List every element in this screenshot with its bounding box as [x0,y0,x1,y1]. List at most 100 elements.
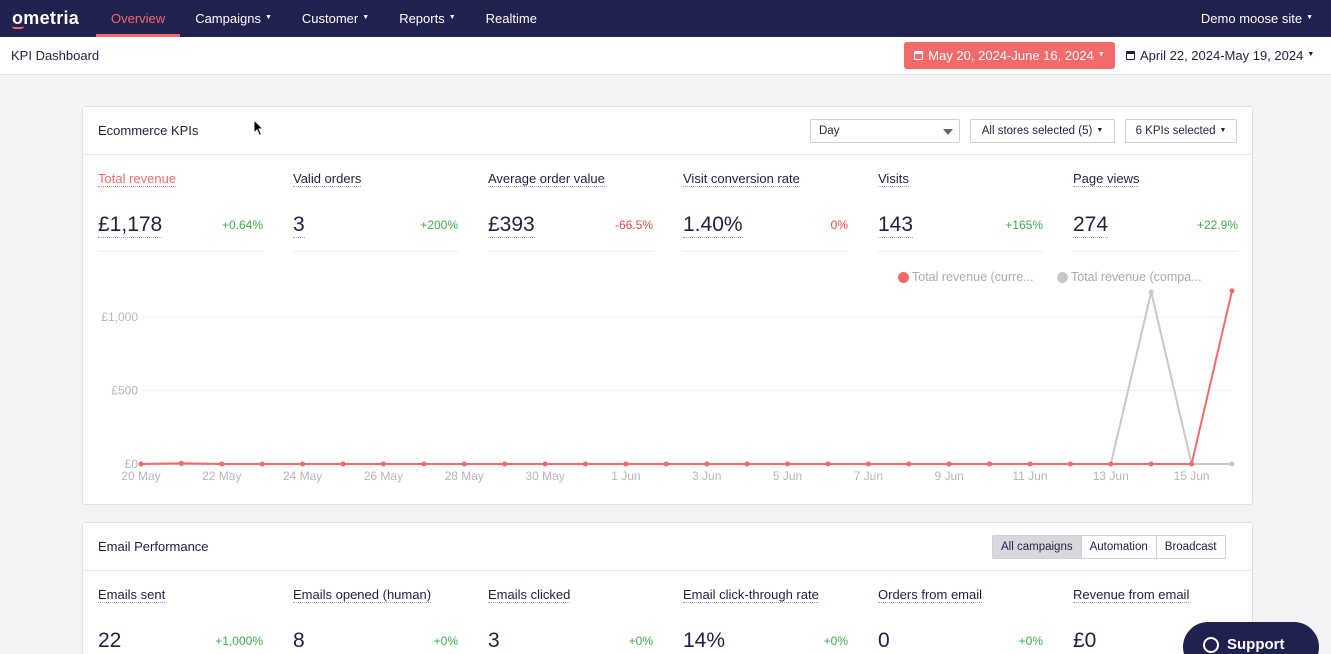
chat-bubble-icon [1203,637,1219,653]
legend-dot-icon [898,271,909,283]
nav-customer[interactable]: Customer ▼ [287,0,384,37]
stores-select-button[interactable]: All stores selected (5) ▼ [970,119,1115,143]
kpi-label[interactable]: Page views [1073,171,1140,187]
data-point-current [946,461,952,467]
kpi-label[interactable]: Total revenue [98,171,177,187]
kpi-label[interactable]: Visits [878,171,909,187]
logo-text: ometria [12,8,80,28]
nav-overview[interactable]: Overview [96,0,181,37]
revenue-chart: Total revenue (curre... Total revenue (c… [83,252,1252,492]
support-button[interactable]: Support [1183,622,1319,654]
kpi-emails-clicked[interactable]: Emails clicked 3 +0% [488,571,653,654]
site-selector-label: Demo moose site [1200,11,1303,26]
nav-realtime-label: Realtime [485,11,537,26]
kpi-label[interactable]: Orders from email [878,587,983,603]
kpi-label[interactable]: Emails sent [98,587,166,603]
legend-current[interactable]: Total revenue (curre... [898,270,1034,284]
x-tick-label: 24 May [283,469,322,483]
x-tick-label: 3 Jun [692,469,721,483]
x-tick-label: 1 Jun [611,469,640,483]
x-tick-label: 11 Jun [1012,469,1047,483]
nav-realtime[interactable]: Realtime [471,0,552,37]
kpi-average-order-value[interactable]: Average order value £393 -66.5% [488,155,653,252]
kpi-label[interactable]: Visit conversion rate [683,171,800,187]
data-point-compare [1148,289,1154,295]
kpi-change: +0% [433,634,458,648]
caret-down-icon: ▼ [1306,14,1313,21]
kpi-change: +200% [420,218,458,232]
kpi-label[interactable]: Emails opened (human) [293,587,432,603]
nav-reports[interactable]: Reports ▼ [384,0,470,37]
kpi-value: 0 [878,629,890,652]
date-range-picker[interactable]: May 20, 2024-June 16, 2024 ▼ [904,42,1115,69]
kpi-visits[interactable]: Visits 143 +165% [878,155,1043,252]
kpi-emails-sent[interactable]: Emails sent 22 +1,000% [98,571,263,654]
x-tick-label: 28 May [445,469,484,483]
kpi-revenue-from-email[interactable]: Revenue from email £0 [1073,571,1238,654]
data-point-compare [1229,461,1235,467]
data-point-current [825,461,831,467]
kpi-emails-opened[interactable]: Emails opened (human) 8 +0% [293,571,458,654]
granularity-select[interactable]: Day [810,119,960,143]
kpi-valid-orders[interactable]: Valid orders 3 +200% [293,155,458,252]
tab-all-campaigns[interactable]: All campaigns [993,536,1081,558]
kpi-change: +0% [628,634,653,648]
nav-overview-label: Overview [111,11,166,26]
mouse-pointer-icon [253,119,265,137]
kpi-label[interactable]: Email click-through rate [683,587,819,603]
calendar-icon [914,51,924,60]
logo-swoosh [12,26,24,29]
ometria-logo[interactable]: ometria [0,0,96,37]
stores-select-label: All stores selected (5) [981,125,1093,137]
caret-down-icon: ▼ [1307,51,1315,58]
series-line-current [140,290,1233,465]
data-point-current [906,461,912,467]
site-selector[interactable]: Demo moose site ▼ [1201,0,1313,37]
kpi-label[interactable]: Valid orders [293,171,362,187]
x-tick-label: 9 Jun [934,469,963,483]
kpi-change: -66.5% [614,218,653,232]
tab-automation[interactable]: Automation [1080,536,1156,558]
data-point-current [1148,461,1154,467]
ecommerce-card-header: Ecommerce KPIs Day All stores selected (… [83,107,1252,155]
support-label: Support [1227,636,1285,653]
kpi-change: +22.9% [1196,218,1238,232]
data-point-current [865,461,871,467]
nav-campaigns-label: Campaigns [195,11,261,26]
nav-campaigns[interactable]: Campaigns ▼ [180,0,287,37]
kpi-page-views[interactable]: Page views 274 +22.9% [1073,155,1238,252]
legend-dot-icon [1057,271,1068,283]
kpi-label[interactable]: Average order value [488,171,605,187]
kpi-orders-from-email[interactable]: Orders from email 0 +0% [878,571,1043,654]
data-point-current [380,461,386,467]
data-point-current [623,461,629,467]
kpi-value: 22 [98,629,122,652]
data-point-current [219,461,225,467]
tab-broadcast[interactable]: Broadcast [1155,536,1225,558]
kpis-select-button[interactable]: 6 KPIs selected ▼ [1125,119,1237,143]
kpi-change: +0.64% [221,218,263,232]
calendar-icon [1126,51,1135,60]
kpi-label[interactable]: Revenue from email [1073,587,1190,603]
series-line-compare [141,291,1232,465]
email-card-header: Email Performance All campaigns Automati… [83,523,1252,571]
data-point-current [1189,461,1195,467]
kpi-total-revenue[interactable]: Total revenue £1,178 +0.64% [98,155,263,252]
data-point-current [704,461,710,467]
ecommerce-kpis-card: Ecommerce KPIs Day All stores selected (… [82,106,1253,505]
compare-range-picker[interactable]: April 22, 2024-May 19, 2024 ▼ [1126,42,1314,69]
kpi-email-ctr[interactable]: Email click-through rate 14% +0% [683,571,848,654]
kpi-value: 3 [488,629,500,652]
kpi-value: 8 [293,629,305,652]
data-point-current [744,461,750,467]
date-range-label: May 20, 2024-June 16, 2024 [928,48,1094,63]
kpi-label[interactable]: Emails clicked [488,587,571,603]
legend-compare[interactable]: Total revenue (compa... [1057,270,1202,284]
kpi-change: +0% [1018,634,1043,648]
x-tick-label: 26 May [364,469,403,483]
ecommerce-kpi-grid: Total revenue £1,178 +0.64% Valid orders… [98,155,1238,252]
kpi-visit-conversion-rate[interactable]: Visit conversion rate 1.40% 0% [683,155,848,252]
legend-current-label: Total revenue (curre... [912,270,1034,284]
data-point-current [785,461,791,467]
page-title: KPI Dashboard [11,48,100,63]
